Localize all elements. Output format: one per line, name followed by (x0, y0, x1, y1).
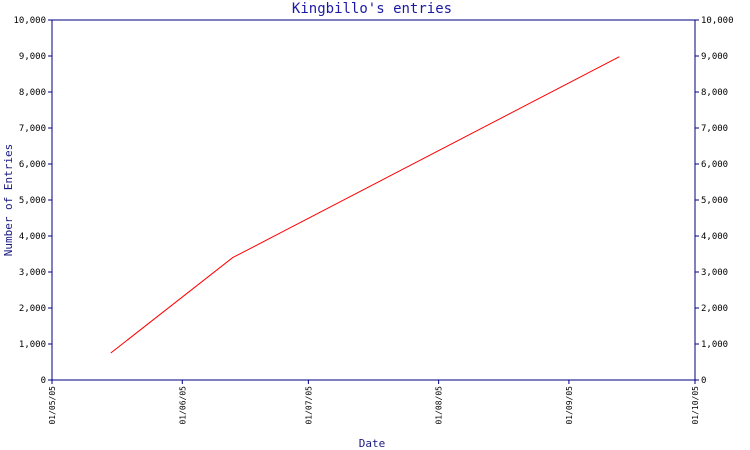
x-axis: 01/05/05 01/06/05 01/07/05 01/08/05 01/09/05… (48, 380, 700, 425)
y-tick-label-right: 3,000 (701, 268, 728, 278)
plot-area-frame (51, 19, 696, 381)
chart-title: Kingbillo's entries (292, 1, 452, 17)
y-tick-label-left: 6,000 (19, 160, 46, 170)
x-tick-label: 01/08/05 (435, 386, 444, 425)
y-tick-label-right: 7,000 (701, 124, 728, 134)
y-tick-label-left: 3,000 (19, 268, 46, 278)
y-tick-label-left: 4,000 (19, 232, 46, 242)
y-tick-label-left: 5,000 (19, 196, 46, 206)
x-tick-label: 01/05/05 (48, 386, 57, 425)
y-tick-label-left: 1,000 (19, 340, 46, 350)
y-tick-label-right: 5,000 (701, 196, 728, 206)
y-tick-label-left: 9,000 (19, 52, 46, 62)
y-axis-title: Number of Entries (2, 144, 15, 257)
x-axis-title: Date (359, 437, 386, 450)
x-tick-label: 01/09/05 (565, 386, 574, 425)
y-tick-label-right: 4,000 (701, 232, 728, 242)
y-tick-label-right: 6,000 (701, 160, 728, 170)
x-tick-label: 01/07/05 (304, 386, 313, 425)
y-tick-label-right: 10,000 (701, 16, 734, 26)
y-tick-label-right: 1,000 (701, 340, 728, 350)
y-axis-left: 0 1,000 2,000 3,000 4,000 5,000 6,000 7,000 8,00… (13, 16, 52, 386)
x-tick-label: 01/06/05 (178, 386, 187, 425)
x-tick-label: 01/10/05 (691, 386, 700, 425)
series-line (110, 56, 620, 354)
y-tick-label-left: 10,000 (13, 16, 46, 26)
y-tick-label-left: 8,000 (19, 88, 46, 98)
y-tick-label-right: 2,000 (701, 304, 728, 314)
y-tick-label-left: 7,000 (19, 124, 46, 134)
y-axis-right: 0 1,000 2,000 3,000 4,000 5,000 6,000 7,000 8,00… (695, 16, 734, 386)
y-tick-label-left: 0 (41, 376, 46, 386)
y-tick-label-right: 8,000 (701, 88, 728, 98)
y-tick-label-right: 0 (701, 376, 706, 386)
y-tick-label-right: 9,000 (701, 52, 728, 62)
y-tick-label-left: 2,000 (19, 304, 46, 314)
series-layer (110, 56, 620, 354)
